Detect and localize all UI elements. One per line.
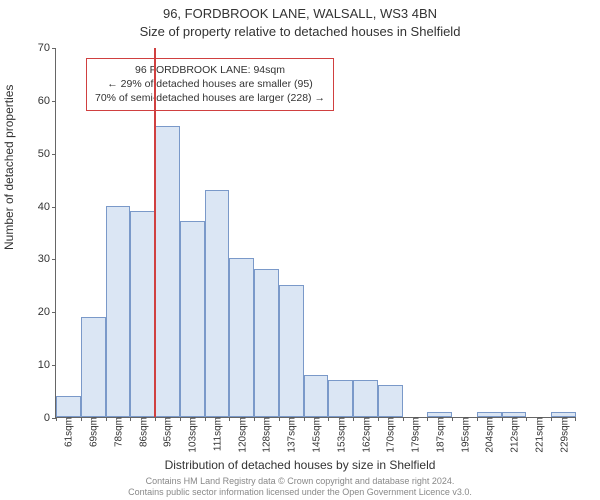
y-tick-label: 60 (20, 95, 56, 107)
histogram-bar (328, 380, 353, 417)
property-marker-line (154, 48, 156, 417)
histogram-bar (106, 206, 131, 417)
x-tick-label: 204sqm (483, 417, 496, 453)
histogram-bar (353, 380, 378, 417)
y-tick-label: 40 (20, 201, 56, 213)
x-tick-mark (130, 417, 131, 421)
footer-line2: Contains public sector information licen… (0, 487, 600, 498)
footer-line1: Contains HM Land Registry data © Crown c… (0, 476, 600, 487)
x-tick-label: 170sqm (384, 417, 397, 453)
x-tick-label: 187sqm (433, 417, 446, 453)
y-tick-label: 50 (20, 148, 56, 160)
x-tick-label: 78sqm (111, 417, 124, 447)
chart-container: 96, FORDBROOK LANE, WALSALL, WS3 4BN Siz… (0, 0, 600, 500)
x-tick-mark (477, 417, 478, 421)
x-tick-mark (155, 417, 156, 421)
y-tick-label: 70 (20, 42, 56, 54)
plot-area: 96 FORDBROOK LANE: 94sqm ← 29% of detach… (55, 48, 575, 418)
x-tick-mark (279, 417, 280, 421)
x-tick-mark (526, 417, 527, 421)
x-tick-label: 153sqm (334, 417, 347, 453)
x-tick-label: 179sqm (409, 417, 422, 453)
histogram-bar (254, 269, 279, 417)
x-tick-mark (180, 417, 181, 421)
x-tick-label: 221sqm (532, 417, 545, 453)
x-tick-label: 95sqm (161, 417, 174, 447)
x-tick-mark (205, 417, 206, 421)
x-tick-mark (575, 417, 576, 421)
x-tick-mark (427, 417, 428, 421)
chart-title-subtitle: Size of property relative to detached ho… (0, 24, 600, 39)
y-axis-label: Number of detached properties (2, 85, 16, 250)
y-tick-label: 20 (20, 306, 56, 318)
histogram-bar (304, 375, 329, 417)
histogram-bar (279, 285, 304, 417)
x-tick-mark (551, 417, 552, 421)
annotation-line3: 70% of semi-detached houses are larger (… (95, 91, 325, 105)
x-axis-label: Distribution of detached houses by size … (0, 458, 600, 472)
x-tick-label: 212sqm (508, 417, 521, 453)
x-tick-label: 137sqm (285, 417, 298, 453)
y-tick-label: 0 (20, 412, 56, 424)
x-tick-mark (56, 417, 57, 421)
y-tick-mark (52, 48, 56, 49)
x-tick-label: 162sqm (359, 417, 372, 453)
x-tick-label: 86sqm (136, 417, 149, 447)
x-tick-mark (353, 417, 354, 421)
histogram-bar (81, 317, 106, 417)
x-tick-label: 120sqm (235, 417, 248, 453)
y-tick-mark (52, 365, 56, 366)
x-tick-mark (328, 417, 329, 421)
y-tick-mark (52, 207, 56, 208)
y-tick-mark (52, 312, 56, 313)
y-tick-mark (52, 101, 56, 102)
x-tick-label: 145sqm (310, 417, 323, 453)
x-tick-label: 69sqm (87, 417, 100, 447)
histogram-bar (205, 190, 230, 417)
histogram-bar (378, 385, 403, 417)
x-tick-label: 103sqm (186, 417, 199, 453)
x-tick-mark (502, 417, 503, 421)
histogram-bar (56, 396, 81, 417)
annotation-line1: 96 FORDBROOK LANE: 94sqm (95, 63, 325, 77)
y-tick-label: 30 (20, 253, 56, 265)
x-tick-label: 111sqm (210, 417, 223, 451)
y-tick-mark (52, 154, 56, 155)
x-tick-mark (229, 417, 230, 421)
x-tick-label: 61sqm (62, 417, 75, 447)
x-tick-mark (304, 417, 305, 421)
x-tick-mark (106, 417, 107, 421)
x-tick-mark (254, 417, 255, 421)
histogram-bar (229, 258, 254, 417)
footer-attribution: Contains HM Land Registry data © Crown c… (0, 476, 600, 498)
x-tick-label: 195sqm (458, 417, 471, 453)
x-tick-label: 128sqm (260, 417, 273, 453)
annotation-box: 96 FORDBROOK LANE: 94sqm ← 29% of detach… (86, 58, 334, 111)
histogram-bar (155, 126, 180, 417)
x-tick-label: 229sqm (557, 417, 570, 453)
x-tick-mark (403, 417, 404, 421)
histogram-bar (130, 211, 155, 417)
x-tick-mark (378, 417, 379, 421)
y-tick-label: 10 (20, 359, 56, 371)
x-tick-mark (81, 417, 82, 421)
y-tick-mark (52, 259, 56, 260)
x-tick-mark (452, 417, 453, 421)
annotation-line2: ← 29% of detached houses are smaller (95… (95, 77, 325, 91)
histogram-bar (180, 221, 205, 417)
chart-title-address: 96, FORDBROOK LANE, WALSALL, WS3 4BN (0, 6, 600, 21)
